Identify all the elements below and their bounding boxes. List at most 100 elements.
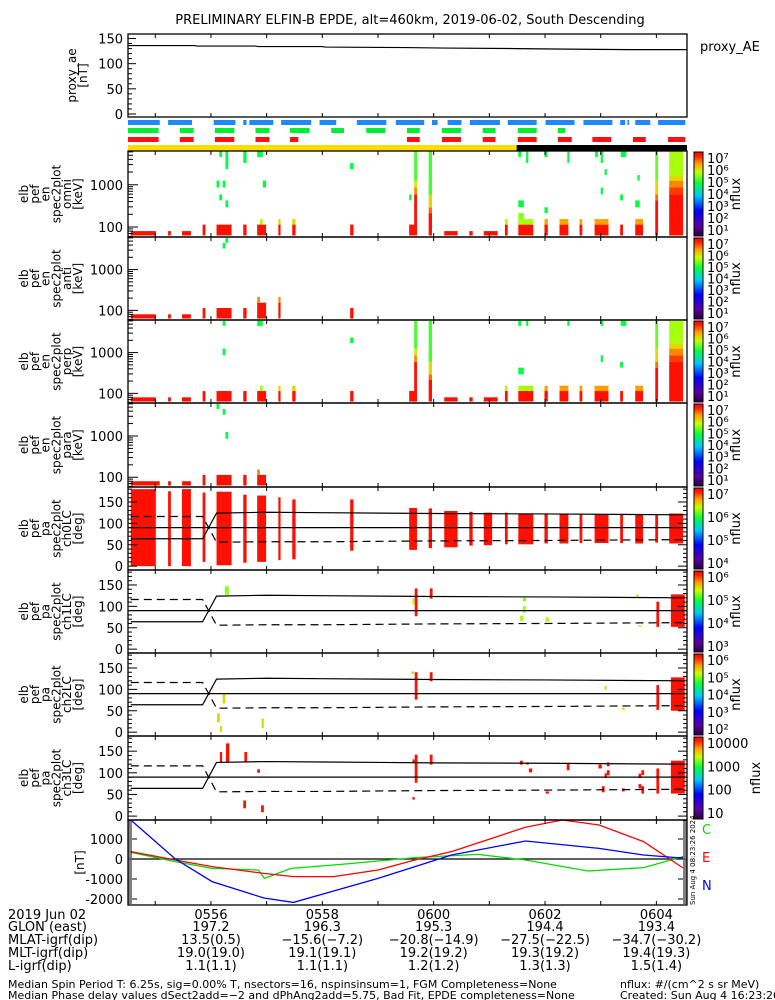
y-axis-label: pef <box>28 601 42 621</box>
flux-block <box>350 391 354 402</box>
flux-block <box>600 157 603 163</box>
colorbar-tick-label: 10⁵ <box>707 594 729 609</box>
flux-block <box>225 237 229 243</box>
y-axis-label: [nT] <box>76 63 90 87</box>
energy-spectrogram-perp: 1001000elbpefenspec2plotperp[keV]10⁷10⁶1… <box>17 319 744 405</box>
flux-block <box>600 187 603 195</box>
flux-block <box>620 361 623 368</box>
y-tick-label: 150 <box>98 33 123 48</box>
flux-block <box>600 320 603 326</box>
red-status-segment <box>557 137 572 142</box>
pa-flux-bar <box>412 598 415 605</box>
flux-block <box>168 231 171 236</box>
y-axis-label: ch2LC <box>60 676 74 713</box>
y-axis-label: pa <box>39 604 53 619</box>
y-tick-label: 150 <box>98 745 123 760</box>
y-tick-label: 0 <box>115 810 123 825</box>
panel-frame <box>127 735 688 821</box>
pa-flux-bar <box>429 672 433 682</box>
green-status-segment <box>366 128 386 133</box>
pa-flux-bar <box>429 754 433 765</box>
flux-block <box>518 213 524 220</box>
y-axis-label: elb <box>17 685 31 703</box>
flux-block <box>635 200 640 208</box>
flux-block <box>216 391 232 402</box>
colorbar-tick-label: 10⁴ <box>707 617 729 632</box>
flux-block <box>292 391 296 402</box>
pa-flux-bar <box>545 617 549 622</box>
y-axis-label: spec2plot <box>49 332 63 391</box>
red-status-segment <box>406 137 420 142</box>
flux-block <box>544 391 548 402</box>
flux-block <box>182 481 191 486</box>
blue-status-segment <box>447 120 462 125</box>
red-status-segment <box>517 137 537 142</box>
colorbar-tick-label: 10³ <box>707 200 729 215</box>
flux-block <box>655 194 659 201</box>
flux-block <box>635 391 644 402</box>
blue-status-segment <box>658 120 686 125</box>
pa-flux-bar <box>225 743 230 762</box>
y-tick-label: 100 <box>98 683 123 698</box>
ephemeris-value: 197.2 <box>192 920 229 935</box>
y-tick-label: 100 <box>98 517 123 532</box>
colorbar-tick-label: 10⁵ <box>707 344 729 359</box>
y-axis-label: [keV] <box>71 429 85 460</box>
bfield-N-line <box>130 819 684 904</box>
flux-block <box>182 397 191 402</box>
y-tick-label: 100 <box>98 221 123 236</box>
colorbar-tick-label: 10¹ <box>707 390 729 405</box>
colorbar-tick-label: 100 <box>707 784 732 799</box>
colorbar <box>693 403 704 487</box>
pa-flux-bar <box>606 770 610 776</box>
flux-block <box>444 231 458 236</box>
y-axis-label: pef <box>28 684 42 704</box>
colorbar-tick-label: 10⁷ <box>707 152 729 167</box>
ephemeris-value: 19.1(19.1) <box>288 946 356 961</box>
flux-block <box>526 151 529 158</box>
y-axis-label: [keV] <box>71 263 85 294</box>
y-tick-label: 150 <box>98 579 123 594</box>
colorbar-label: nflux <box>729 262 744 295</box>
flux-block <box>257 391 267 402</box>
flux-block <box>409 391 417 402</box>
colorbar-tick-label: 10000 <box>707 737 748 752</box>
flux-block <box>202 474 206 486</box>
flux-block <box>518 367 524 375</box>
flux-block <box>257 320 263 326</box>
proxy-ae-panel: 0 50 100 150 proxy_ae[nT] proxy_AE <box>65 33 760 123</box>
plot-title: PRELIMINARY ELFIN-B EPDE, alt=460km, 201… <box>175 13 645 28</box>
flux-block <box>594 224 609 236</box>
y-axis-label: pef <box>28 768 42 788</box>
flux-block <box>600 151 603 158</box>
y-axis-label: [deg] <box>71 679 85 711</box>
ephemeris-value: 1.3(1.3) <box>519 959 571 974</box>
colorbar-tick-label: 10⁵ <box>707 534 729 549</box>
colorbar-tick-label: 10⁷ <box>707 404 729 419</box>
footer-line1: Median Spin Period T: 6.25s, sig=0.00% T… <box>8 978 557 991</box>
blue-status-segment <box>583 120 613 125</box>
y-axis-label: proxy_ae <box>65 48 79 102</box>
y-axis-label: spec2plot <box>49 582 63 641</box>
flux-block <box>225 157 229 170</box>
loss-cone-line <box>130 677 685 706</box>
flux-block <box>655 320 659 349</box>
pa-flux-bar <box>469 511 473 546</box>
flux-block <box>257 296 260 303</box>
loss-cone-line <box>130 511 685 540</box>
flux-block <box>182 231 191 236</box>
flux-block <box>559 385 569 392</box>
flux-block <box>243 308 247 319</box>
flux-block <box>243 474 247 486</box>
y-axis-label: pef <box>28 351 42 371</box>
pa-flux-bar <box>528 768 533 773</box>
colorbar-tick-label: 10¹ <box>707 474 729 489</box>
flux-block <box>669 320 684 344</box>
y-tick-label: 100 <box>98 58 123 73</box>
footer-units: nflux: #/(cm^2 s sr MeV) <box>620 978 759 991</box>
blue-status-segment <box>395 120 425 125</box>
flux-block <box>259 385 263 392</box>
pa-flux-bar <box>655 514 659 543</box>
flux-block <box>414 180 417 188</box>
red-status-segment <box>179 137 194 142</box>
